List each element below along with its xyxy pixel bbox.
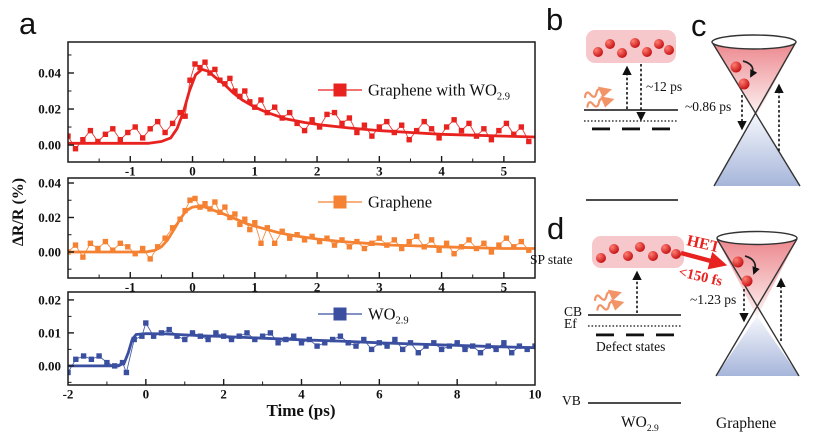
series-data <box>68 320 535 376</box>
svg-text:4: 4 <box>298 387 305 402</box>
svg-text:0.01: 0.01 <box>38 325 61 340</box>
c-time-constant: ~0.86 ps <box>685 99 732 114</box>
svg-text:-1: -1 <box>125 280 136 295</box>
svg-text:4: 4 <box>438 164 445 179</box>
svg-text:-2: -2 <box>63 387 74 402</box>
svg-text:0.02: 0.02 <box>38 292 61 307</box>
cone-top-ellipse <box>711 34 797 50</box>
cone-top-ellipse <box>716 230 798 246</box>
svg-text:-1: -1 <box>125 164 136 179</box>
panel-d-diagram: HET <150 fs <box>588 230 800 404</box>
svg-text:2: 2 <box>314 164 321 179</box>
vb-label: VB <box>562 393 581 408</box>
electron-dot <box>730 61 742 73</box>
het-transfer-arrow <box>680 250 728 270</box>
panel-b-label: b <box>546 2 564 37</box>
svg-text:1: 1 <box>252 280 259 295</box>
wo29-material-label: WO2.9 <box>621 414 659 435</box>
defect-states-label: Defect states <box>596 339 666 354</box>
het-time-label: <150 fs <box>677 264 724 290</box>
svg-text:0.04: 0.04 <box>38 65 61 80</box>
legend: Graphene <box>318 193 432 212</box>
legend-marker <box>333 195 347 209</box>
svg-text:5: 5 <box>501 280 508 295</box>
het-label: HET <box>685 232 722 256</box>
electron-relaxation-arrow <box>744 255 760 275</box>
electron-dot <box>741 275 753 287</box>
sp-state-box <box>592 236 684 268</box>
legend: WO2.9 <box>318 305 409 327</box>
photon-icon <box>583 86 615 108</box>
panel-d-label: d <box>547 211 565 246</box>
svg-text:0.00: 0.00 <box>38 358 61 373</box>
svg-text:1: 1 <box>252 164 259 179</box>
cb-label: CB <box>564 304 583 319</box>
upper-cone <box>712 42 796 115</box>
series-data <box>68 59 535 152</box>
lower-cone <box>714 114 800 186</box>
x-axis-label: Time (ps) <box>266 401 336 420</box>
svg-text:8: 8 <box>454 387 461 402</box>
legend-label: Graphene <box>368 193 432 212</box>
electron-relaxation-arrow <box>742 60 758 78</box>
svg-text:4: 4 <box>438 280 445 295</box>
legend: Graphene with WO2.9 <box>318 81 510 103</box>
svg-text:3: 3 <box>376 280 383 295</box>
svg-text:0: 0 <box>143 387 150 402</box>
ef-label: Ef <box>564 316 577 331</box>
svg-text:3: 3 <box>376 164 383 179</box>
defect-state-dashes <box>592 127 670 131</box>
svg-text:0.02: 0.02 <box>38 210 61 225</box>
d-time-constant: ~1.23 ps <box>690 292 737 307</box>
chart-panel-1: -1 0 1 2 3 4 5 0.00 0.02 0.04 Graphene <box>38 176 536 295</box>
svg-text:0.04: 0.04 <box>38 176 61 191</box>
graphene-material-label: Graphene <box>716 415 777 432</box>
defect-state-dashes <box>596 333 674 337</box>
electron-dot <box>732 256 744 268</box>
photon-icon <box>593 289 625 311</box>
electron-dot <box>738 78 750 90</box>
b-time-constant: ~12 ps <box>646 79 683 94</box>
svg-text:0: 0 <box>189 164 196 179</box>
legend-label: WO2.9 <box>368 305 409 327</box>
svg-text:5: 5 <box>501 164 508 179</box>
chart-panel-2: -2 0 2 4 6 8 10 0.00 0.01 0.02 WO2.9 <box>38 291 542 402</box>
legend-label: Graphene with WO2.9 <box>368 81 510 103</box>
legend-marker <box>333 83 347 97</box>
legend-marker <box>333 307 347 321</box>
svg-text:0.00: 0.00 <box>38 138 61 153</box>
plot-frame <box>67 177 536 279</box>
svg-text:10: 10 <box>529 387 542 402</box>
plot-frame <box>67 41 536 163</box>
lower-cone <box>716 316 799 376</box>
svg-text:0.02: 0.02 <box>38 102 61 117</box>
sp-state-label: SP state <box>530 252 573 267</box>
panel-a-label: a <box>19 6 37 41</box>
svg-text:0: 0 <box>189 280 196 295</box>
svg-text:6: 6 <box>376 387 383 402</box>
panel-b-diagram <box>583 30 678 201</box>
panel-c-label: c <box>691 8 707 43</box>
electron-dots <box>596 242 681 263</box>
sp-state-box <box>586 30 676 63</box>
svg-text:2: 2 <box>314 280 321 295</box>
electron-dots <box>593 38 674 58</box>
svg-text:2: 2 <box>220 387 227 402</box>
svg-text:0.00: 0.00 <box>38 244 61 259</box>
chart-panel-0: -1 0 1 2 3 4 5 0.00 0.02 0.04 Graphene with WO2.9 <box>38 41 536 179</box>
panel-c-dirac-cone <box>711 34 801 187</box>
series-data <box>68 195 535 262</box>
